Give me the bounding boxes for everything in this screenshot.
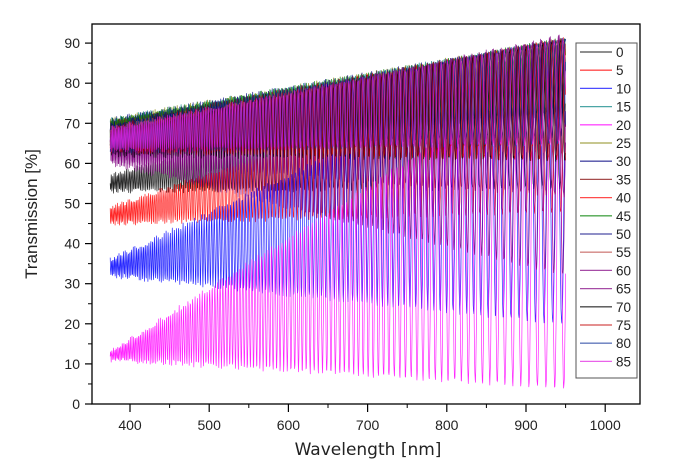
x-tick-label: 600 (277, 417, 301, 433)
x-tick-label: 400 (118, 417, 142, 433)
legend-label-20: 20 (616, 118, 631, 133)
y-axis-label: Transmission [%] (22, 149, 41, 279)
y-tick-label: 20 (64, 316, 80, 332)
series-20 (109, 62, 566, 389)
legend-label-15: 15 (616, 100, 631, 115)
legend-label-40: 40 (616, 191, 631, 206)
x-tick-label: 1000 (590, 417, 621, 433)
legend-label-5: 5 (616, 63, 624, 78)
series-85 (109, 38, 566, 154)
x-tick-label: 900 (514, 417, 538, 433)
series-layer (109, 34, 566, 389)
y-tick-label: 50 (64, 196, 80, 212)
y-tick-label: 40 (64, 236, 80, 252)
legend-label-25: 25 (616, 136, 631, 151)
y-tick-label: 80 (64, 75, 80, 91)
legend-label-35: 35 (616, 172, 631, 187)
legend-label-60: 60 (616, 263, 631, 278)
legend-label-55: 55 (616, 245, 631, 260)
y-tick-label: 60 (64, 155, 80, 171)
legend: 0 5 10 15 20 25 30 35 40 45 50 55 60 65 70 75 80 85 (575, 42, 638, 379)
legend-label-85: 85 (616, 354, 631, 369)
y-tick-label: 0 (72, 396, 80, 412)
x-tick-label: 700 (356, 417, 380, 433)
legend-label-0: 0 (616, 45, 624, 60)
y-tick-label: 30 (64, 276, 80, 292)
legend-label-30: 30 (616, 154, 631, 169)
x-axis-label: Wavelength [nm] (295, 440, 442, 460)
x-tick-label: 800 (435, 417, 459, 433)
legend-label-80: 80 (616, 336, 631, 351)
y-tick-label: 70 (64, 115, 80, 131)
plot-frame (91, 23, 641, 405)
legend-label-10: 10 (616, 81, 631, 96)
x-axis: 400 500 600 700 800 900 1000 (118, 404, 621, 433)
x-tick-label: 500 (198, 417, 222, 433)
legend-label-70: 70 (616, 300, 631, 315)
y-tick-label: 90 (64, 35, 80, 51)
y-tick-label: 10 (64, 356, 80, 372)
legend-label-50: 50 (616, 227, 631, 242)
legend-label-65: 65 (616, 282, 631, 297)
y-axis: 0 10 20 30 40 50 60 70 80 90 (64, 35, 92, 412)
legend-label-45: 45 (616, 209, 631, 224)
legend-label-75: 75 (616, 318, 631, 333)
